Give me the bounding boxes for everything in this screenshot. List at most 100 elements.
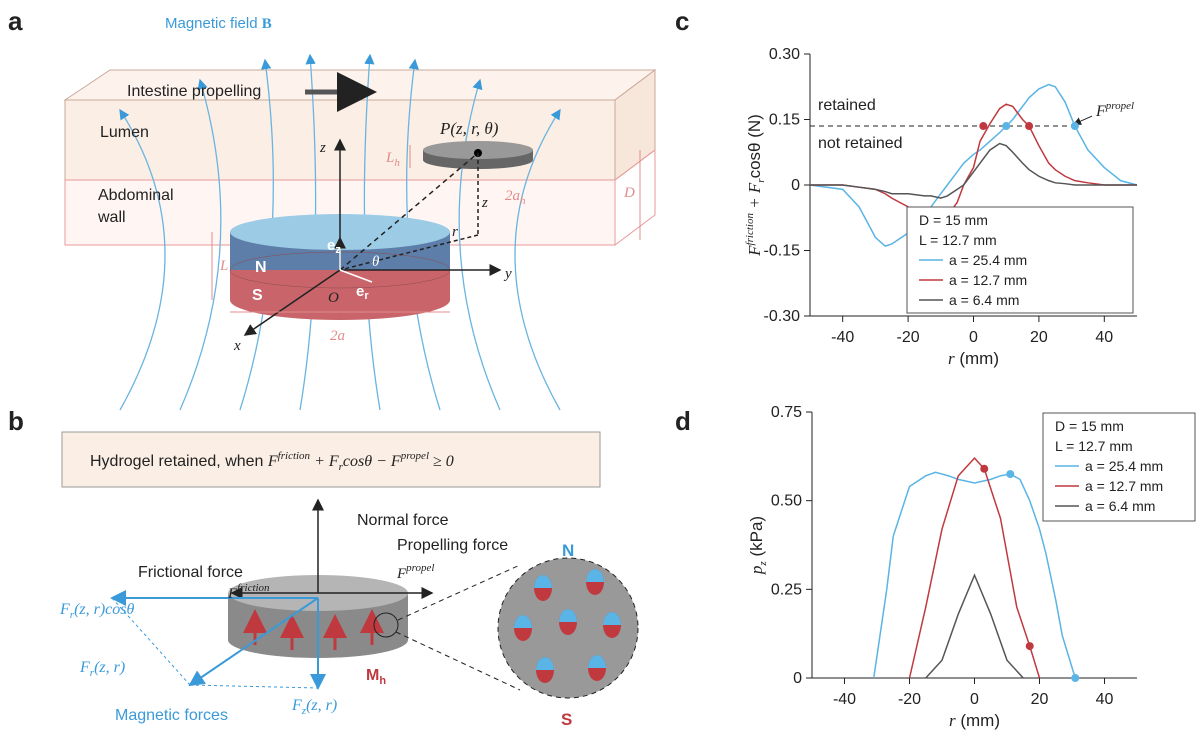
- fr-cos: Fr(z, r)cosθ: [59, 601, 135, 621]
- region-label: not retained: [818, 135, 903, 152]
- shape: [534, 575, 552, 601]
- distance-label: D: [623, 185, 635, 201]
- theta-label: θ: [372, 254, 380, 270]
- x-tick-label: -40: [831, 329, 854, 346]
- label-part: cosθ (N): [745, 114, 764, 178]
- magnet-thickness: L: [219, 258, 228, 274]
- fz: Fz(z, r): [291, 697, 337, 717]
- wall-label: Abdominal: [98, 187, 174, 204]
- panel-label: a: [8, 6, 23, 36]
- shape: [190, 685, 318, 688]
- x-tick-label: 0: [970, 691, 979, 708]
- marker: [1071, 122, 1079, 130]
- y-tick-label: -0.30: [764, 308, 801, 325]
- label-part: p: [747, 566, 766, 576]
- marker: [1006, 470, 1014, 478]
- series-line: [910, 458, 1040, 678]
- x-axis-label: r (mm): [949, 711, 1000, 730]
- y-axis-label: Ffriction + Frcosθ (N): [744, 114, 767, 257]
- r-label: r: [452, 224, 458, 240]
- legend-label: a = 6.4 mm: [949, 292, 1019, 308]
- x-axis-label: x: [233, 338, 241, 354]
- propelling-label: Propelling force: [397, 537, 508, 554]
- wall-label: wall: [97, 209, 126, 226]
- y-tick-label: 0: [791, 177, 800, 194]
- f-propel: Fpropel: [396, 562, 434, 582]
- shape: [514, 615, 532, 641]
- legend-note: L = 12.7 mm: [919, 232, 997, 248]
- label-part: (mm): [956, 711, 1000, 730]
- lumen-label: Lumen: [100, 124, 149, 141]
- marker: [1002, 122, 1010, 130]
- x-tick-label: 20: [1030, 329, 1048, 346]
- y-tick-label: 0.30: [769, 46, 800, 63]
- origin-label: O: [328, 290, 339, 306]
- marker: [980, 465, 988, 473]
- threshold-label: Fpropel: [1095, 100, 1134, 120]
- south-label: S: [252, 287, 263, 304]
- legend-note: D = 15 mm: [919, 212, 988, 228]
- region-label: retained: [818, 97, 876, 114]
- marker: [1071, 674, 1079, 682]
- panel-label: d: [675, 406, 691, 436]
- legend-label: a = 25.4 mm: [949, 252, 1027, 268]
- y-tick-label: -0.15: [764, 243, 801, 260]
- marker: [1025, 122, 1033, 130]
- legend-label: a = 25.4 mm: [1085, 458, 1163, 474]
- figure: a Magnetic field B Intestine propelling …: [0, 0, 1198, 741]
- y-tick-label: 0.50: [771, 493, 802, 510]
- condition: Hydrogel retained, when Ffriction + Frco…: [90, 450, 454, 473]
- x-tick-label: 20: [1031, 691, 1049, 708]
- south-label: S: [561, 710, 572, 729]
- north-label: N: [562, 541, 574, 560]
- legend-label: a = 6.4 mm: [1085, 498, 1155, 514]
- field-label: Magnetic field B: [165, 15, 272, 32]
- x-tick-label: -20: [898, 691, 921, 708]
- x-tick-label: 40: [1095, 329, 1113, 346]
- frictional-label: Frictional force: [138, 564, 243, 581]
- z-height-label: z: [481, 195, 488, 211]
- y-axis-label: pz (kPa): [747, 516, 769, 575]
- label-part: + F: [745, 182, 764, 213]
- shape: [588, 655, 606, 681]
- shape: [536, 657, 554, 683]
- legend-label: a = 12.7 mm: [949, 272, 1027, 288]
- legend-note: L = 12.7 mm: [1055, 438, 1133, 454]
- series-line: [926, 575, 1024, 678]
- y-tick-label: 0.75: [771, 404, 802, 421]
- label-part: propel: [1105, 100, 1134, 112]
- y-axis-label: y: [503, 266, 512, 282]
- normal-label: Normal force: [357, 512, 449, 529]
- z-axis-label: z: [319, 140, 326, 156]
- legend-note: D = 15 mm: [1055, 418, 1124, 434]
- magnetic-label: Magnetic forces: [115, 707, 228, 724]
- label-part: F: [1095, 103, 1106, 120]
- x-axis-label: r (mm): [948, 349, 999, 368]
- legend-label: a = 12.7 mm: [1085, 478, 1163, 494]
- panel-label: b: [8, 406, 24, 436]
- y-tick-label: 0.25: [771, 581, 802, 598]
- shape: [603, 612, 621, 638]
- x-tick-label: 0: [969, 329, 978, 346]
- x-tick-label: -40: [833, 691, 856, 708]
- marker: [979, 122, 987, 130]
- marker: [1026, 642, 1034, 650]
- shape: [559, 609, 577, 635]
- label-part: friction: [744, 213, 756, 246]
- label-part: F: [745, 245, 764, 257]
- label-part: (kPa): [747, 516, 766, 561]
- point-label: P(z, r, θ): [439, 119, 499, 138]
- label-part: (mm): [955, 349, 999, 368]
- shape: [586, 569, 604, 595]
- shape: [230, 280, 450, 320]
- panel-label: c: [675, 6, 689, 36]
- y-tick-label: 0.15: [769, 112, 800, 129]
- fr: Fr(z, r): [79, 659, 125, 679]
- mh: Mh: [366, 667, 386, 687]
- magnet-width: 2a: [330, 328, 345, 344]
- north-label: N: [255, 259, 267, 276]
- x-tick-label: -20: [897, 329, 920, 346]
- propelling-label: Intestine propelling: [127, 83, 261, 100]
- y-tick-label: 0: [793, 670, 802, 687]
- page: {"panel_labels":["a","b","c","d"], "diag…: [0, 0, 1198, 746]
